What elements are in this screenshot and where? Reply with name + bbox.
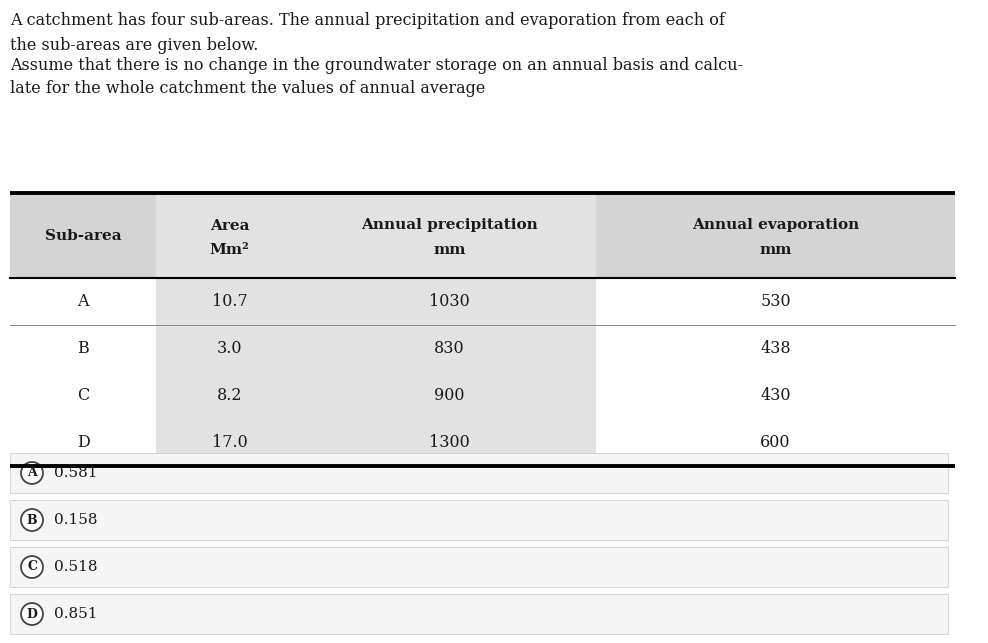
Text: 0.581: 0.581: [54, 466, 98, 480]
Text: mm: mm: [433, 242, 465, 257]
Circle shape: [21, 509, 43, 531]
Bar: [156, 193, 303, 278]
Text: 0.518: 0.518: [54, 560, 98, 574]
Text: 438: 438: [760, 340, 790, 357]
Text: 0.851: 0.851: [54, 607, 98, 621]
Text: 830: 830: [434, 340, 464, 357]
Text: 0.158: 0.158: [54, 513, 98, 527]
Bar: [303, 325, 596, 372]
Text: D: D: [27, 608, 38, 620]
Circle shape: [21, 462, 43, 484]
Text: D: D: [77, 434, 90, 451]
Text: Area: Area: [210, 219, 249, 233]
Text: the sub-areas are given below.: the sub-areas are given below.: [10, 37, 259, 54]
Bar: [10, 500, 948, 540]
Text: Mm²: Mm²: [209, 242, 250, 257]
Text: 430: 430: [760, 387, 790, 404]
Text: A: A: [77, 293, 89, 310]
Bar: [303, 193, 596, 278]
Bar: [156, 372, 303, 419]
Text: 3.0: 3.0: [217, 340, 242, 357]
Text: 900: 900: [434, 387, 464, 404]
Text: B: B: [27, 514, 38, 527]
Bar: [303, 419, 596, 466]
Text: B: B: [77, 340, 89, 357]
Text: 8.2: 8.2: [217, 387, 242, 404]
Circle shape: [21, 603, 43, 625]
Text: late for the whole catchment the values of annual average: late for the whole catchment the values …: [10, 80, 485, 97]
Bar: [10, 193, 955, 278]
Bar: [10, 453, 948, 493]
Text: Annual evaporation: Annual evaporation: [692, 219, 860, 233]
Bar: [10, 594, 948, 634]
Circle shape: [21, 556, 43, 578]
Text: 1300: 1300: [429, 434, 470, 451]
Text: C: C: [27, 561, 37, 574]
Text: Annual precipitation: Annual precipitation: [361, 219, 537, 233]
Text: 17.0: 17.0: [211, 434, 248, 451]
Text: 600: 600: [760, 434, 790, 451]
Text: 10.7: 10.7: [211, 293, 248, 310]
Bar: [303, 372, 596, 419]
Text: mm: mm: [759, 242, 791, 257]
Bar: [156, 278, 303, 325]
Bar: [156, 419, 303, 466]
Bar: [10, 547, 948, 587]
Text: Assume that there is no change in the groundwater storage on an annual basis and: Assume that there is no change in the gr…: [10, 57, 743, 74]
Text: C: C: [77, 387, 89, 404]
Bar: [156, 325, 303, 372]
Bar: [303, 278, 596, 325]
Text: A: A: [27, 467, 37, 480]
Text: 1030: 1030: [429, 293, 470, 310]
Text: Sub-area: Sub-area: [44, 228, 122, 242]
Text: A catchment has four sub-areas. The annual precipitation and evaporation from ea: A catchment has four sub-areas. The annu…: [10, 12, 725, 29]
Text: 530: 530: [760, 293, 790, 310]
